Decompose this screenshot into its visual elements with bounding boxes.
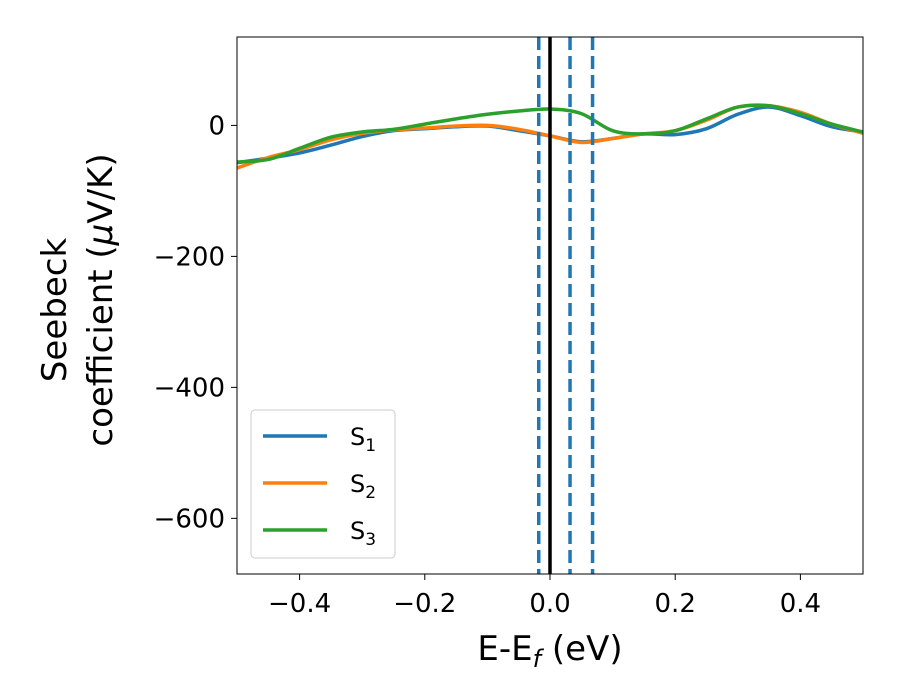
x-tick-label: 0.2 xyxy=(655,589,696,619)
legend-entries: S1 S2 S3 xyxy=(263,423,376,550)
y-axis-ticks: 0 −200 −400 −600 xyxy=(154,111,237,534)
legend-label-s2: S2 xyxy=(350,470,376,503)
y-tick-label: −600 xyxy=(154,504,225,534)
y-axis-label-line1: Seebeck xyxy=(35,238,75,383)
vline-layer xyxy=(536,37,595,574)
legend: S1 S2 S3 xyxy=(250,409,396,559)
y-axis-label: Seebeck coefficient (μV/K) xyxy=(35,153,121,446)
x-tick-label: −0.4 xyxy=(268,589,331,619)
legend-label-s1: S1 xyxy=(350,423,376,456)
y-tick-label: −200 xyxy=(154,242,225,272)
y-axis-label-line2: coefficient (μV/K) xyxy=(81,153,121,446)
x-tick-label: 0.0 xyxy=(529,589,570,619)
y-tick-label: 0 xyxy=(208,111,225,141)
y-tick-label: −400 xyxy=(154,373,225,403)
legend-label-s3: S3 xyxy=(350,517,376,550)
x-tick-label: 0.4 xyxy=(780,589,821,619)
x-axis-ticks: −0.4 −0.2 0.0 0.2 0.4 xyxy=(268,574,821,619)
x-axis-label: E-Ef (eV) xyxy=(477,629,622,673)
x-tick-label: −0.2 xyxy=(393,589,456,619)
